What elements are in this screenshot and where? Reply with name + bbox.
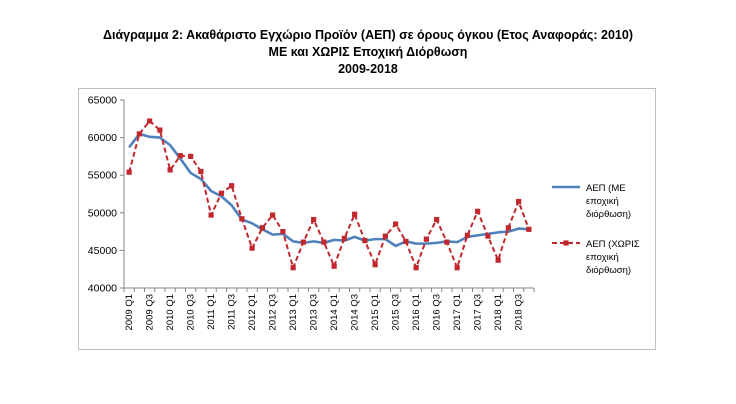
data-point [526,226,532,232]
data-point [444,239,450,245]
y-tick-label: 65000 [88,95,117,107]
data-point [270,212,276,218]
legend-label-line: διόρθωση) [586,265,631,276]
legend-item-2: ΑΕΠ (ΧΩΡΙΣ εποχική διόρθωση) [552,239,640,276]
data-point [434,216,440,223]
y-tick-label: 60000 [88,132,117,144]
data-point [300,239,306,245]
x-tick-label: 2017 Q3 [473,294,484,330]
data-point [188,153,194,159]
data-point [218,190,224,196]
y-tick-label: 45000 [88,245,117,257]
axes: 40000 45000 50000 55000 60000 65000 2009 Q1 200… [88,95,535,330]
y-tick-label: 55000 [88,170,117,182]
x-tick-label: 2014 Q3 [350,294,361,330]
x-tick-label: 2016 Q3 [432,294,443,330]
data-point [464,232,470,238]
chart-title: Διάγραμμα 2: Ακαθάριστο Εγχώριο Προϊόν (… [0,27,736,78]
x-tick-label: 2015 Q3 [391,294,402,330]
chart-frame [78,88,656,350]
chart-title-line-2: ΜΕ και ΧΩΡΙΣ Εποχική Διόρθωση [268,45,468,59]
x-tick-label: 2012 Q1 [247,294,258,330]
data-point [403,238,409,244]
x-tick-label: 2011 Q3 [227,294,238,330]
y-tick-label: 50000 [88,207,117,219]
series-2 [126,118,532,271]
x-tick-label: 2017 Q1 [452,294,463,330]
data-point [229,183,235,189]
data-point [495,257,501,263]
x-tick-label: 2018 Q1 [493,294,504,330]
data-point [393,221,399,227]
data-point [516,198,522,205]
legend-label-line: διόρθωση) [586,209,631,220]
data-point [382,233,388,239]
data-point [167,167,173,173]
series-line [128,132,529,248]
data-point [475,208,481,214]
data-point [208,212,214,218]
data-point [157,127,163,133]
data-point [259,225,265,231]
data-point [239,216,245,222]
data-point [423,236,429,242]
series-line [128,120,530,269]
data-point [249,245,255,251]
x-tick-label: 2012 Q3 [268,294,279,330]
data-point [136,131,142,137]
data-point [341,235,347,241]
data-point [413,265,419,271]
x-tick-label: 2013 Q1 [288,294,299,330]
data-point [198,168,204,175]
chart-title-line-1: Διάγραμμα 2: Ακαθάριστο Εγχώριο Προϊόν (… [102,28,634,42]
legend: ΑΕΠ (ΜΕ εποχική διόρθωση) ΑΕΠ (ΧΩΡΙΣ εποχική… [552,183,640,276]
x-tick-label: 2010 Q1 [165,294,176,330]
y-tick-label: 40000 [88,283,117,295]
data-point [505,225,511,231]
data-point [147,118,153,124]
legend-item-1: ΑΕΠ (ΜΕ εποχική διόρθωση) [552,183,631,220]
x-tick-label: 2009 Q1 [124,294,135,330]
x-tick-label: 2013 Q3 [309,294,320,330]
data-point [372,262,378,268]
x-tick-label: 2014 Q1 [329,294,340,330]
data-point [352,211,358,217]
data-point [280,229,286,235]
data-point [311,216,317,223]
x-tick-label: 2016 Q1 [411,294,422,330]
legend-label-line: εποχική [586,196,619,207]
data-point [321,239,327,245]
data-point [331,263,337,269]
series-layer [126,118,532,271]
data-point [177,153,183,159]
legend-label-line: ΑΕΠ (ΜΕ [586,183,626,194]
data-point [454,265,460,271]
data-point [485,233,491,239]
data-point [126,169,132,175]
x-tick-label: 2011 Q1 [206,294,217,330]
data-point [362,238,368,244]
legend-label-line: ΑΕΠ (ΧΩΡΙΣ [586,239,640,250]
x-tick-label: 2010 Q3 [186,294,197,330]
x-tick-label: 2015 Q1 [370,294,381,330]
x-tick-label: 2009 Q3 [145,294,156,330]
legend-marker [563,240,569,246]
series-1 [128,132,529,248]
chart-title-line-3: 2009-2018 [338,62,398,76]
x-tick-label: 2018 Q3 [514,294,525,330]
legend-label-line: εποχική [586,252,619,263]
data-point [290,265,296,271]
